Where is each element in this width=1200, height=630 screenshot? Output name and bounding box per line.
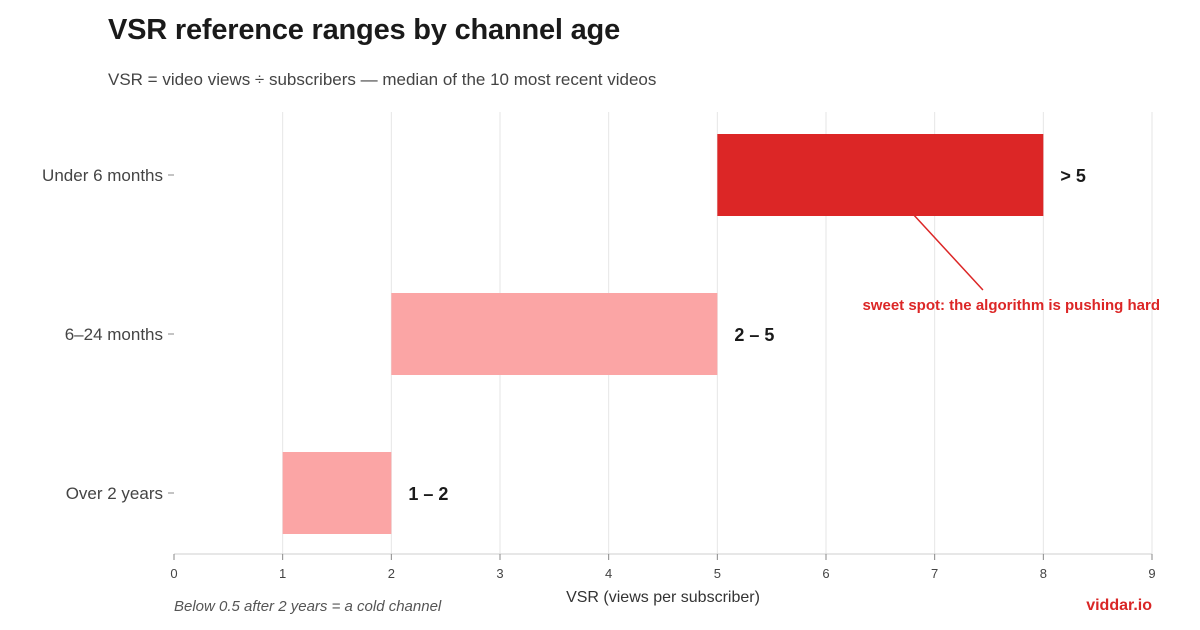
y-tick-label: Over 2 years xyxy=(66,484,163,503)
x-tick-label: 8 xyxy=(1040,566,1047,581)
x-tick-label: 4 xyxy=(605,566,612,581)
x-tick-label: 3 xyxy=(496,566,503,581)
range-value-label: > 5 xyxy=(1060,166,1086,186)
range-bar xyxy=(717,134,1044,216)
x-tick-label: 6 xyxy=(822,566,829,581)
brand-logo[interactable]: viddar.io xyxy=(1086,597,1152,614)
range-bar xyxy=(282,452,392,534)
x-axis-label: VSR (views per subscriber) xyxy=(566,589,760,606)
x-tick-label: 1 xyxy=(279,566,286,581)
y-tick-label: 6–24 months xyxy=(65,325,163,344)
x-tick-label: 9 xyxy=(1148,566,1155,581)
x-tick-label: 5 xyxy=(714,566,721,581)
annotation-text: sweet spot: the algorithm is pushing har… xyxy=(862,297,1160,314)
annotation-leader-line xyxy=(912,213,984,291)
range-bar xyxy=(391,293,718,375)
x-tick-label: 2 xyxy=(388,566,395,581)
chart-title: VSR reference ranges by channel age xyxy=(108,14,620,46)
range-value-label: 1 – 2 xyxy=(408,484,448,504)
chart-subtitle: VSR = video views ÷ subscribers — median… xyxy=(108,70,657,89)
y-tick-label: Under 6 months xyxy=(42,166,163,185)
x-tick-label: 7 xyxy=(931,566,938,581)
footnote: Below 0.5 after 2 years = a cold channel xyxy=(174,598,442,615)
x-tick-label: 0 xyxy=(170,566,177,581)
range-value-label: 2 – 5 xyxy=(734,325,774,345)
